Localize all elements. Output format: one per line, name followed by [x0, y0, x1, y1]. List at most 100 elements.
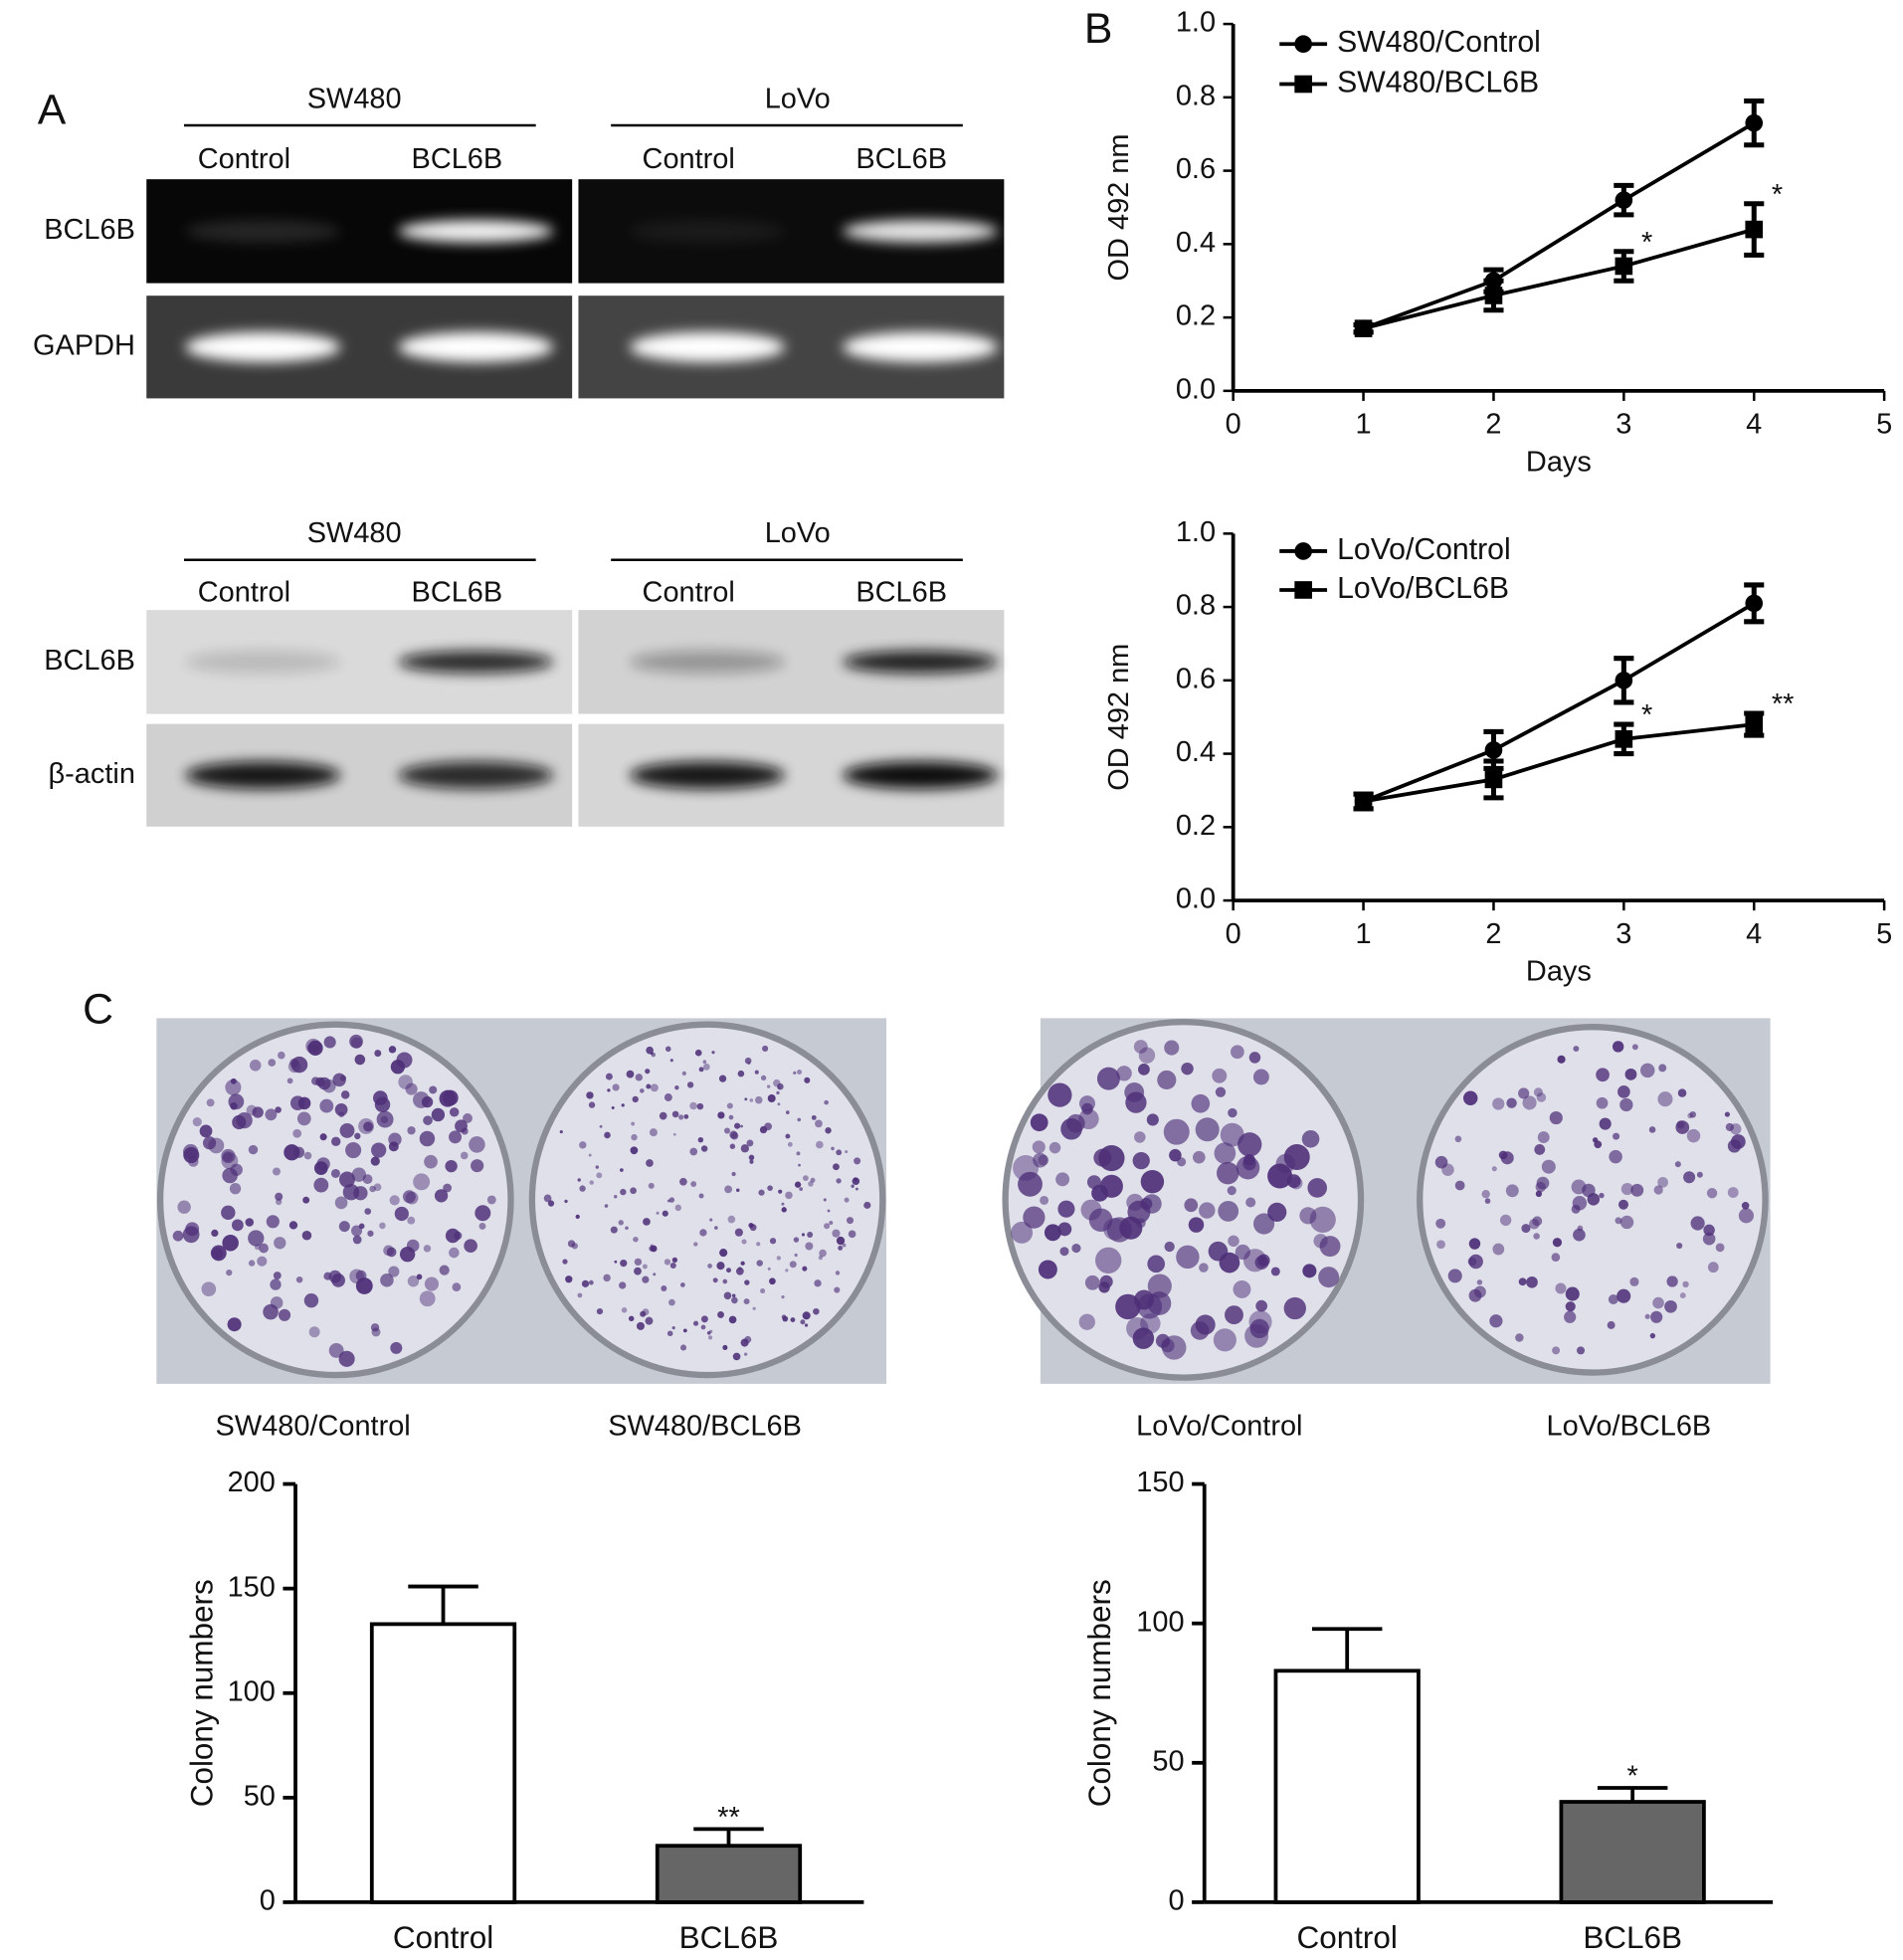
- colony: [681, 1071, 686, 1077]
- y-tick-label: 0.0: [1176, 883, 1216, 915]
- colony: [731, 1171, 736, 1177]
- marker: [1745, 220, 1764, 239]
- colony: [586, 1091, 594, 1099]
- colony: [1594, 1140, 1603, 1149]
- colony: [848, 1230, 856, 1239]
- colony: [1617, 1288, 1631, 1303]
- colony: [1500, 1151, 1514, 1165]
- colony: [1169, 1148, 1182, 1162]
- colony: [1030, 1113, 1048, 1132]
- colony: [796, 1151, 801, 1156]
- colony: [694, 1049, 702, 1057]
- gel-band: [185, 761, 341, 790]
- colony: [599, 1124, 603, 1128]
- colony: [717, 1111, 725, 1119]
- colony: [1218, 1200, 1239, 1222]
- colony: [478, 1222, 486, 1230]
- colony: [1599, 1117, 1612, 1130]
- colony: [386, 1247, 397, 1258]
- colony: [801, 1233, 806, 1237]
- x-axis-label: Days: [1526, 446, 1592, 478]
- row-label: β-actin: [49, 758, 135, 790]
- colony: [1652, 1296, 1664, 1309]
- colony: [334, 1103, 348, 1116]
- gel-band: [185, 651, 341, 674]
- colony: [1032, 1140, 1046, 1154]
- colony: [339, 1122, 355, 1138]
- y-tick-label: 0.2: [1176, 300, 1216, 332]
- colony: [793, 1237, 800, 1243]
- colony: [1199, 1263, 1209, 1273]
- y-tick-label: 200: [228, 1467, 276, 1498]
- colony: [1094, 1247, 1122, 1274]
- colony: [1552, 1346, 1561, 1355]
- colony: [814, 1279, 822, 1287]
- colony: [854, 1177, 857, 1182]
- colony: [1096, 1067, 1120, 1090]
- colony: [794, 1253, 798, 1258]
- colony: [1683, 1171, 1696, 1184]
- colony: [232, 1114, 247, 1130]
- colony: [631, 1133, 638, 1141]
- colony: [303, 1151, 312, 1160]
- colony: [752, 1306, 756, 1310]
- colony: [350, 1225, 363, 1237]
- y-tick-label: 0.4: [1176, 227, 1216, 259]
- bar: [655, 1844, 803, 1904]
- panel-label: B: [1084, 5, 1113, 53]
- colony: [1242, 1156, 1256, 1171]
- colony: [588, 1153, 592, 1157]
- colony: [659, 1111, 667, 1120]
- colony: [669, 1262, 676, 1270]
- colony: [405, 1082, 418, 1095]
- marker: [1615, 730, 1633, 748]
- colony: [607, 1088, 611, 1092]
- colony: [1468, 1288, 1482, 1302]
- colony: [434, 1189, 449, 1203]
- colony: [722, 1278, 728, 1284]
- colony: [818, 1255, 824, 1261]
- series-line: [1363, 722, 1755, 804]
- colony: [1267, 1202, 1287, 1222]
- colony: [1055, 1172, 1070, 1187]
- colony: [455, 1119, 468, 1133]
- colony: [836, 1178, 842, 1184]
- colony: [662, 1210, 668, 1217]
- marker: [1484, 287, 1503, 304]
- colony: [248, 1144, 259, 1155]
- colony: [1195, 1117, 1220, 1142]
- colony: [702, 1060, 707, 1065]
- colony: [649, 1128, 658, 1137]
- series-line: [1363, 227, 1755, 330]
- colony: [1703, 1224, 1715, 1237]
- colony: [331, 1273, 345, 1287]
- colony: [439, 1265, 450, 1275]
- colony: [1134, 1131, 1146, 1143]
- colony: [1225, 1305, 1243, 1325]
- marker: [1615, 672, 1633, 689]
- x-tick-label: 3: [1616, 409, 1631, 441]
- x-tick-label: BCL6B: [679, 1920, 779, 1955]
- colony: [1191, 1093, 1211, 1113]
- colony: [804, 1323, 809, 1327]
- colony: [642, 1264, 648, 1270]
- colony: [734, 1228, 743, 1237]
- colony: [756, 1242, 761, 1247]
- colony: [1612, 1041, 1624, 1053]
- colony: [723, 1127, 730, 1134]
- colony: [1499, 1214, 1512, 1227]
- colony: [700, 1324, 706, 1330]
- colony: [272, 1167, 282, 1176]
- colony: [798, 1163, 801, 1167]
- colony: [589, 1180, 594, 1185]
- colony: [697, 1136, 704, 1143]
- colony: [807, 1232, 814, 1238]
- colony: [631, 1121, 636, 1126]
- y-axis-label: OD 492 nm: [1103, 644, 1135, 791]
- colony: [1318, 1267, 1340, 1288]
- colony: [301, 1230, 312, 1241]
- colony: [759, 1125, 768, 1134]
- colony: [1690, 1216, 1705, 1231]
- colony: [1741, 1202, 1750, 1210]
- colony: [1596, 1068, 1610, 1082]
